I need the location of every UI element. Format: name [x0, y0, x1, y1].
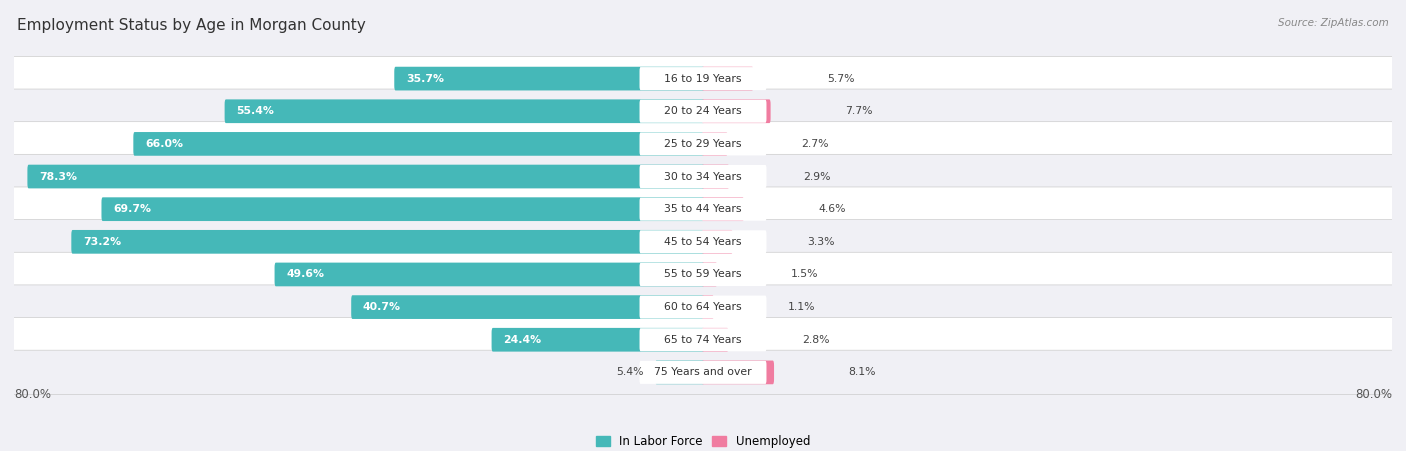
Text: 2.9%: 2.9%	[803, 171, 831, 182]
Text: 45 to 54 Years: 45 to 54 Years	[664, 237, 742, 247]
FancyBboxPatch shape	[394, 67, 704, 91]
Text: 66.0%: 66.0%	[145, 139, 183, 149]
FancyBboxPatch shape	[640, 230, 766, 253]
Text: 55.4%: 55.4%	[236, 106, 274, 116]
FancyBboxPatch shape	[702, 360, 775, 384]
Text: 35 to 44 Years: 35 to 44 Years	[664, 204, 742, 214]
FancyBboxPatch shape	[492, 328, 704, 352]
FancyBboxPatch shape	[72, 230, 704, 253]
FancyBboxPatch shape	[640, 295, 766, 319]
FancyBboxPatch shape	[655, 360, 704, 384]
FancyBboxPatch shape	[640, 100, 766, 123]
FancyBboxPatch shape	[640, 165, 766, 188]
Text: 24.4%: 24.4%	[503, 335, 541, 345]
FancyBboxPatch shape	[702, 67, 754, 91]
FancyBboxPatch shape	[702, 99, 770, 123]
FancyBboxPatch shape	[11, 350, 1395, 395]
Text: Source: ZipAtlas.com: Source: ZipAtlas.com	[1278, 18, 1389, 28]
Text: 69.7%: 69.7%	[112, 204, 150, 214]
FancyBboxPatch shape	[274, 262, 704, 286]
Text: 78.3%: 78.3%	[39, 171, 77, 182]
Text: 25 to 29 Years: 25 to 29 Years	[664, 139, 742, 149]
Text: 8.1%: 8.1%	[848, 368, 876, 377]
Text: 1.1%: 1.1%	[787, 302, 815, 312]
FancyBboxPatch shape	[640, 67, 766, 90]
FancyBboxPatch shape	[11, 56, 1395, 101]
Text: 80.0%: 80.0%	[14, 388, 51, 401]
FancyBboxPatch shape	[11, 89, 1395, 133]
Text: 65 to 74 Years: 65 to 74 Years	[664, 335, 742, 345]
Text: 2.7%: 2.7%	[801, 139, 830, 149]
Text: 20 to 24 Years: 20 to 24 Years	[664, 106, 742, 116]
FancyBboxPatch shape	[27, 165, 704, 189]
Text: 75 Years and over: 75 Years and over	[654, 368, 752, 377]
FancyBboxPatch shape	[134, 132, 704, 156]
FancyBboxPatch shape	[702, 328, 728, 352]
FancyBboxPatch shape	[702, 262, 717, 286]
Text: 55 to 59 Years: 55 to 59 Years	[664, 269, 742, 280]
FancyBboxPatch shape	[11, 318, 1395, 362]
FancyBboxPatch shape	[640, 263, 766, 286]
FancyBboxPatch shape	[702, 165, 730, 189]
FancyBboxPatch shape	[702, 132, 727, 156]
Text: 49.6%: 49.6%	[287, 269, 325, 280]
Text: 30 to 34 Years: 30 to 34 Years	[664, 171, 742, 182]
Text: 80.0%: 80.0%	[1355, 388, 1392, 401]
Text: 40.7%: 40.7%	[363, 302, 401, 312]
FancyBboxPatch shape	[702, 295, 714, 319]
FancyBboxPatch shape	[11, 285, 1395, 329]
FancyBboxPatch shape	[225, 99, 704, 123]
Text: 4.6%: 4.6%	[818, 204, 845, 214]
Text: 60 to 64 Years: 60 to 64 Years	[664, 302, 742, 312]
FancyBboxPatch shape	[702, 198, 744, 221]
FancyBboxPatch shape	[101, 198, 704, 221]
FancyBboxPatch shape	[11, 122, 1395, 166]
Text: Employment Status by Age in Morgan County: Employment Status by Age in Morgan Count…	[17, 18, 366, 33]
FancyBboxPatch shape	[352, 295, 704, 319]
Text: 3.3%: 3.3%	[807, 237, 834, 247]
Text: 5.7%: 5.7%	[828, 74, 855, 83]
FancyBboxPatch shape	[11, 252, 1395, 297]
FancyBboxPatch shape	[702, 230, 733, 253]
Text: 73.2%: 73.2%	[83, 237, 121, 247]
Text: 35.7%: 35.7%	[406, 74, 444, 83]
FancyBboxPatch shape	[640, 132, 766, 156]
FancyBboxPatch shape	[640, 361, 766, 384]
Legend: In Labor Force, Unemployed: In Labor Force, Unemployed	[591, 430, 815, 451]
FancyBboxPatch shape	[640, 198, 766, 221]
FancyBboxPatch shape	[11, 154, 1395, 199]
FancyBboxPatch shape	[11, 220, 1395, 264]
Text: 7.7%: 7.7%	[845, 106, 872, 116]
Text: 16 to 19 Years: 16 to 19 Years	[664, 74, 742, 83]
FancyBboxPatch shape	[640, 328, 766, 351]
Text: 5.4%: 5.4%	[616, 368, 644, 377]
Text: 2.8%: 2.8%	[803, 335, 830, 345]
Text: 1.5%: 1.5%	[792, 269, 818, 280]
FancyBboxPatch shape	[11, 187, 1395, 231]
